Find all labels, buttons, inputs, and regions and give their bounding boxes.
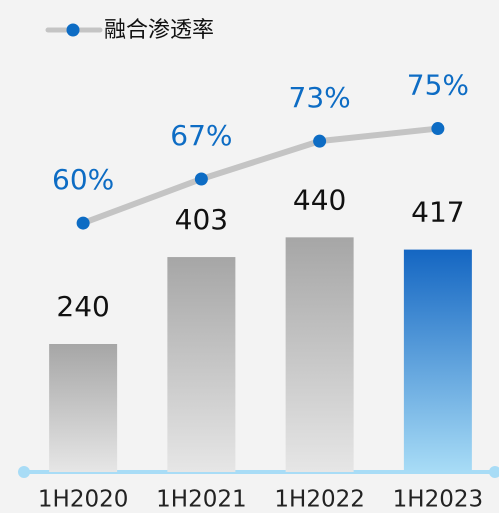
- line-value-label: 75%: [407, 69, 469, 102]
- x-tick-label: 1H2023: [393, 487, 483, 513]
- line-marker: [76, 216, 90, 230]
- x-tick-label: 1H2022: [274, 487, 364, 513]
- line: [80, 125, 441, 227]
- bar-value-label: 440: [293, 183, 346, 216]
- line-marker: [313, 134, 327, 148]
- line-marker: [194, 172, 208, 186]
- line-value-label: 60%: [52, 163, 114, 196]
- bar: [167, 257, 236, 472]
- x-tick-label: 1H2021: [156, 487, 246, 513]
- line-value-label: 73%: [289, 81, 351, 114]
- bar: [403, 249, 472, 472]
- line-marker: [431, 122, 445, 136]
- bar: [285, 237, 354, 472]
- baseline-end: [489, 466, 499, 478]
- legend-label: 融合渗透率: [104, 18, 214, 43]
- bar-value-label: 240: [56, 290, 109, 323]
- bar-value-label: 403: [175, 203, 228, 236]
- legend-marker: [66, 23, 80, 37]
- bar: [49, 344, 118, 472]
- bar-value-label: 417: [411, 196, 464, 229]
- line-value-label: 67%: [170, 119, 232, 152]
- baseline-end: [18, 466, 30, 478]
- x-tick-label: 1H2020: [38, 487, 128, 513]
